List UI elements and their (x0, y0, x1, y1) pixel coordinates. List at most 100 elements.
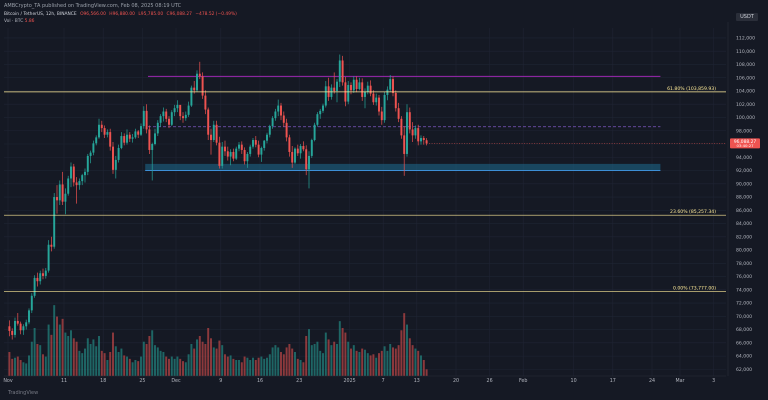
fib-level-label: 61.80% (103,859.93) (667, 86, 716, 92)
time-tick-label: Nov (3, 378, 13, 384)
candle-body (268, 126, 271, 135)
currency-unit-button[interactable]: USDT (736, 13, 758, 21)
volume-bars (8, 305, 428, 376)
candle-body (240, 144, 243, 150)
candle-body (378, 97, 380, 112)
symbol-legend[interactable]: Bitcoin / TetherUS, 12h, BINANCE O96,566… (4, 12, 239, 18)
volume-bar (103, 353, 106, 376)
volume-bar (229, 355, 232, 376)
candle-body (156, 122, 159, 134)
candle-body (249, 146, 252, 154)
volume-bar (380, 350, 383, 376)
candle-body (369, 85, 372, 94)
volume-bar (257, 357, 260, 376)
volume-bar (322, 353, 324, 376)
price-tick-label: 94,000 (736, 155, 752, 161)
candle-body (406, 112, 408, 154)
volume-bar (417, 350, 420, 376)
candle-body (305, 149, 308, 170)
volume-bar (30, 341, 33, 376)
volume-bar (11, 358, 14, 376)
candle-body (221, 146, 224, 166)
volume-bar (414, 348, 417, 376)
candle-body (39, 273, 42, 282)
volume-bar (84, 348, 86, 376)
candle-body (14, 320, 16, 335)
price-tick-label: 64,000 (736, 354, 752, 360)
candle-body (355, 79, 358, 89)
candle-body (201, 76, 204, 96)
candle-body (210, 134, 212, 141)
candlesticks (8, 54, 428, 340)
candle-body (28, 310, 30, 323)
volume-bar (22, 362, 25, 376)
candle-body (198, 73, 201, 77)
tradingview-logo: TradingView (8, 390, 39, 396)
volume-bar (165, 356, 168, 376)
candle-body (364, 91, 366, 97)
volume-label: Vol · BTC (4, 19, 24, 24)
volume-bar (16, 356, 19, 376)
candle-body (218, 142, 221, 166)
candle-body (70, 166, 72, 179)
volume-bar (114, 346, 117, 376)
volume-bar (190, 344, 193, 376)
time-axis[interactable]: Nov 11 18 25 Dec 9 16 23 2025 7 13 20 26 Feb 10 17 24 Mar… (3, 375, 726, 384)
candle-body (330, 87, 333, 97)
volume-bar (162, 352, 165, 376)
volume-bar (140, 356, 142, 376)
price-axis[interactable]: 62,000 64,000 66,000 68,000 70,000 72,000 74,0… (727, 22, 755, 376)
volume-bar (100, 350, 103, 376)
candle-body (86, 155, 89, 172)
price-tick-label: 102,000 (736, 102, 755, 108)
volume-bar (44, 356, 47, 376)
volume-bar (352, 345, 355, 376)
candle-body (229, 151, 232, 157)
symbol-name[interactable]: Bitcoin / TetherUS, 12h, BINANCE (4, 12, 77, 17)
ohlc-low: L95,785.00 (138, 12, 164, 17)
volume-bar (39, 345, 42, 376)
volume-bar (403, 313, 406, 376)
volume-bar (47, 324, 50, 376)
candle-body (25, 322, 28, 327)
time-tick-label: 16 (257, 378, 263, 384)
price-tick-label: 78,000 (736, 261, 752, 267)
candle-body (299, 145, 302, 154)
volume-bar (411, 345, 414, 376)
volume-bar (193, 348, 196, 376)
price-tick-label: 70,000 (736, 314, 752, 320)
candle-body (235, 148, 238, 159)
volume-bar (226, 356, 229, 376)
candle-body (212, 124, 215, 141)
time-tick-label: 9 (219, 378, 222, 384)
candle-body (313, 124, 316, 141)
volume-bar (145, 344, 148, 376)
candle-body (372, 93, 375, 103)
price-tick-label: 110,000 (736, 49, 755, 55)
candle-body (285, 122, 288, 138)
volume-bar (366, 353, 369, 376)
candle-body (207, 109, 210, 135)
candle-body (42, 273, 44, 276)
volume-bar (296, 358, 299, 376)
last-price-countdown: 03:40:27 (736, 143, 754, 148)
candle-body (72, 166, 75, 183)
volume-legend[interactable]: Vol · BTC 5.86 (4, 19, 34, 24)
candle-body (336, 81, 338, 91)
volume-bar (308, 329, 310, 376)
price-tick-label: 84,000 (736, 221, 752, 227)
time-tick-label: 23 (296, 378, 302, 384)
volume-bar (210, 338, 212, 376)
candle-body (308, 155, 310, 170)
volume-bar (341, 328, 344, 376)
volume-bar (14, 357, 16, 376)
candle-body (394, 92, 397, 109)
volume-bar (313, 344, 316, 376)
volume-bar (184, 362, 187, 376)
volume-bar (72, 338, 75, 376)
time-tick-label: 13 (414, 378, 420, 384)
volume-bar (33, 328, 36, 376)
